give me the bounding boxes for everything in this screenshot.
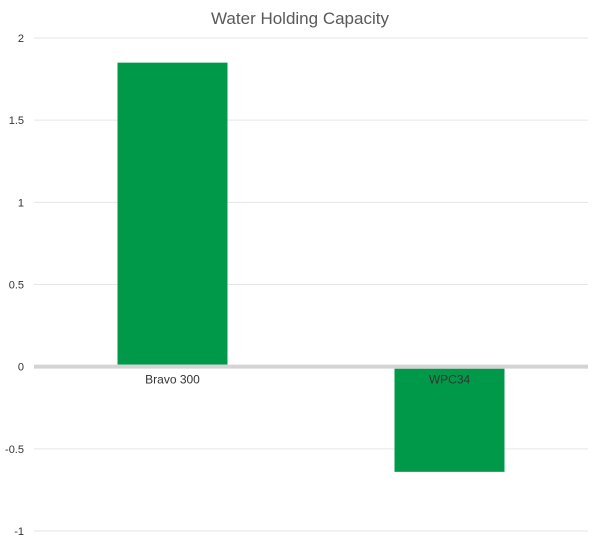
x-category-label: WPC34 <box>429 373 471 387</box>
y-tick-label: 1 <box>18 197 24 209</box>
bar-bravo-300 <box>117 62 228 365</box>
y-tick-label: 1.5 <box>9 115 24 127</box>
y-axis-tick-labels: 2 1.5 1 0.5 0 -0.5 -1 <box>5 33 24 538</box>
bars <box>117 62 505 472</box>
y-tick-label: -0.5 <box>5 444 24 456</box>
y-tick-label: -1 <box>14 526 24 538</box>
gridlines <box>34 37 588 532</box>
bar-wpc34 <box>394 368 505 472</box>
y-tick-label: 0 <box>18 362 24 374</box>
y-tick-label: 2 <box>18 33 24 45</box>
chart-title: Water Holding Capacity <box>211 9 389 28</box>
x-axis-category-labels: Bravo 300 WPC34 <box>145 373 470 387</box>
x-category-label: Bravo 300 <box>145 373 200 387</box>
y-tick-label: 0.5 <box>9 280 24 292</box>
